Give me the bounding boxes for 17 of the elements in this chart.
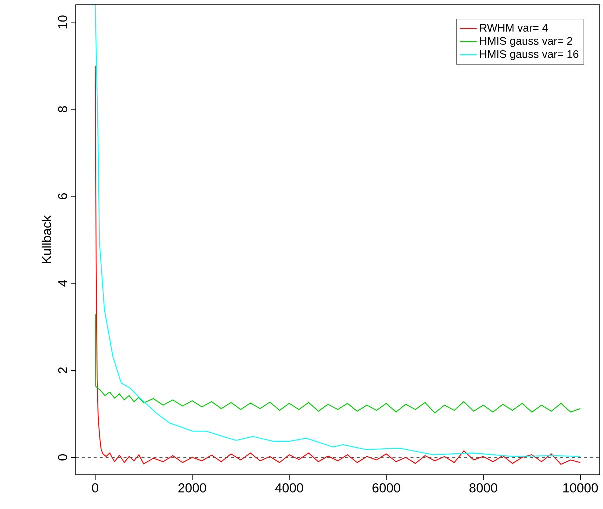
y-tick-label: 2 <box>58 368 68 374</box>
x-tick-label: 10000 <box>564 484 598 493</box>
x-tick-label: 2000 <box>178 484 206 493</box>
legend-label: HMIS gauss var= 2 <box>480 37 572 48</box>
y-axis-title: Kullback <box>42 216 52 264</box>
legend-label: RWHM var= 4 <box>480 24 548 32</box>
y-tick-label: 6 <box>58 193 68 200</box>
x-tick-label: 8000 <box>470 484 498 493</box>
x-tick-label: 0 <box>92 484 99 493</box>
y-tick-label: 8 <box>58 106 68 112</box>
x-tick-label: 4000 <box>275 484 304 493</box>
y-tick-label: 0 <box>58 454 68 461</box>
y-tick-label: 4 <box>58 280 68 287</box>
x-tick-label: 6000 <box>372 484 400 493</box>
y-tick-label: 10 <box>58 16 68 29</box>
line-series <box>95 314 582 414</box>
legend-label: HMIS gauss var= 16 <box>480 50 579 60</box>
